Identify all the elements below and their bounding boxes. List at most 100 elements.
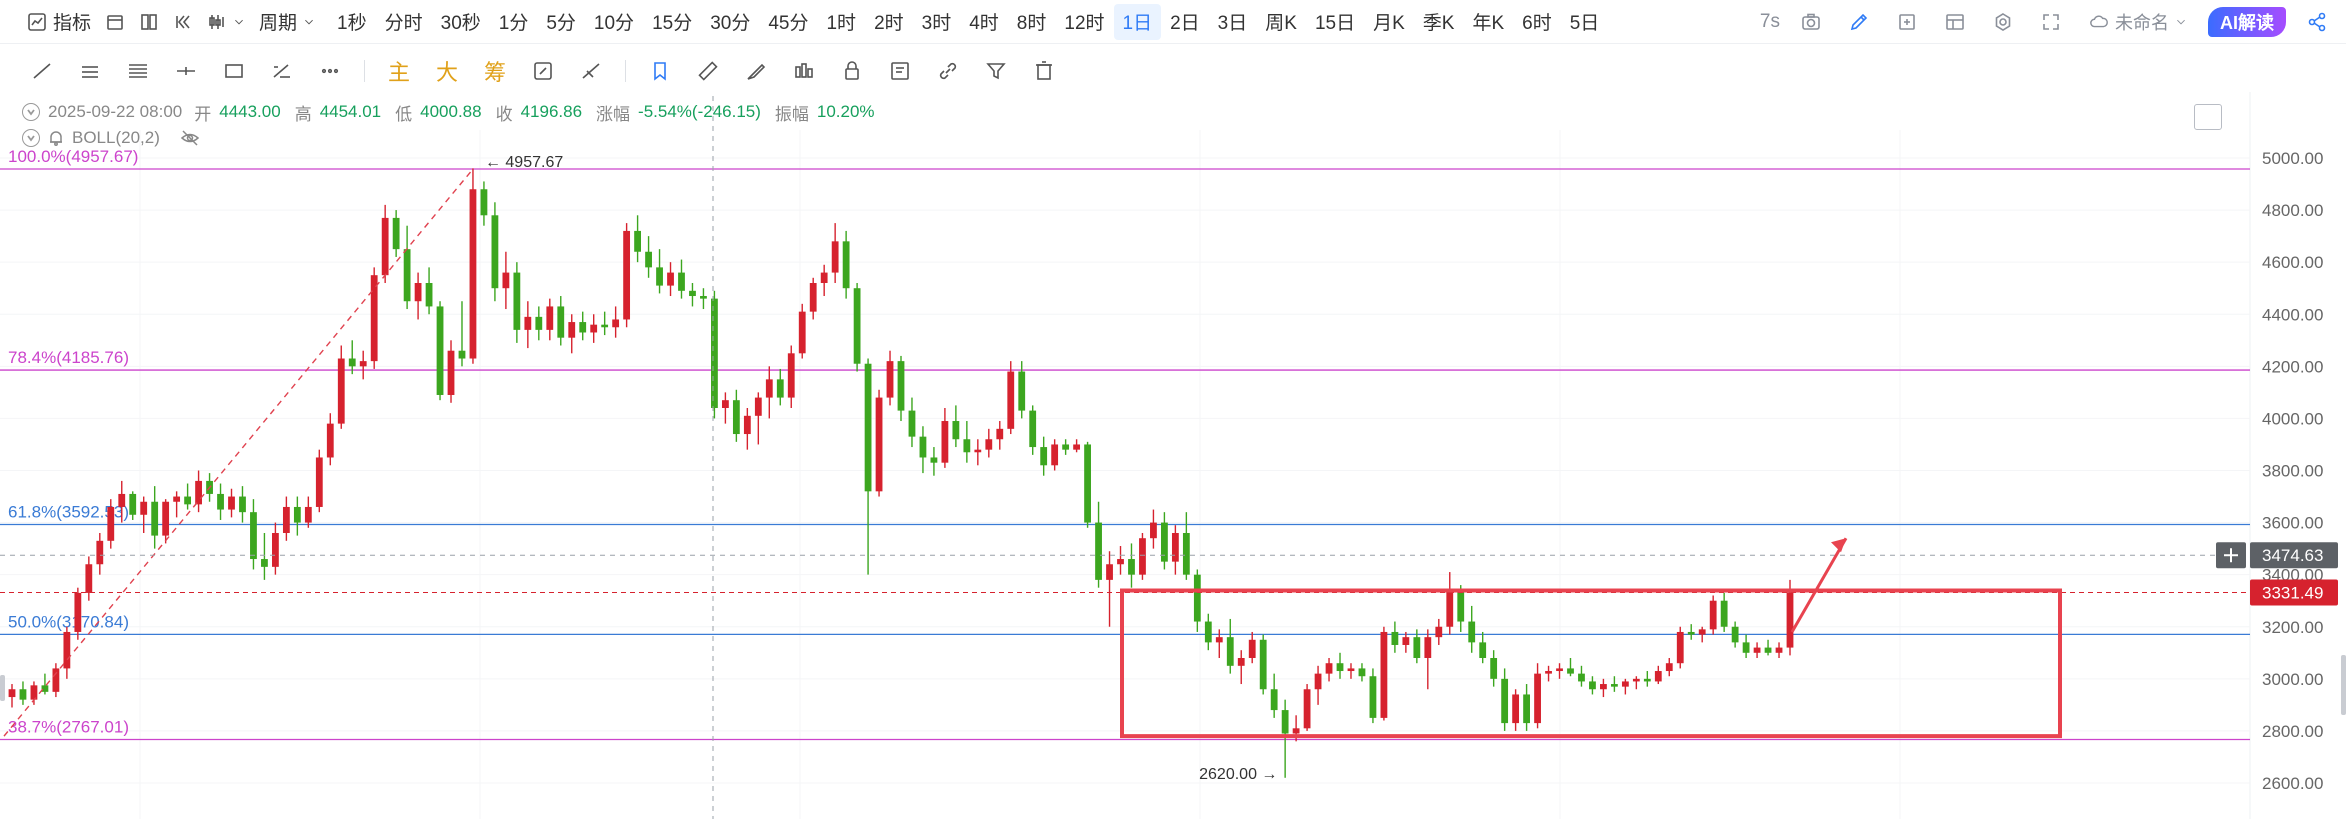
period-tab[interactable]: 6时 [1522,13,1552,34]
period-tab[interactable]: 1时 [826,13,857,34]
brush-tool[interactable] [734,53,778,89]
fib-level-label: 61.8%(3592.53) [8,503,129,522]
ruler-tool[interactable] [686,53,730,89]
period-tab[interactable]: 30分 [710,13,751,34]
y-axis-tick-label: 4200.00 [2262,357,2323,376]
measure-tool[interactable] [260,53,304,89]
candle-body [820,272,828,283]
main-chart-toggle[interactable]: 主 [387,60,410,85]
fullscreen-toggle[interactable] [2034,5,2068,39]
eraser-tool[interactable] [569,53,613,89]
note-icon [891,62,909,80]
candle-body [261,559,268,567]
draw-button[interactable] [1842,5,1876,39]
candle-body [1193,574,1201,622]
delete-tool[interactable] [1022,53,1066,89]
layout-icon [141,13,157,30]
cloud-layout-dropdown[interactable]: 未命名 [2082,5,2194,39]
left-scroll-handle[interactable] [0,675,5,701]
eye-off-icon[interactable] [180,128,200,148]
candle-body [1347,668,1355,672]
candle-body [162,501,170,536]
candle-body [1435,626,1443,638]
candle-body [1270,689,1278,711]
period-dropdown[interactable]: 周期 [252,5,322,39]
period-tab[interactable]: 8时 [1016,13,1047,34]
period-tab[interactable]: 4时 [969,13,999,34]
period-tab[interactable]: 分时 [384,13,423,34]
period-tab[interactable]: 30秒 [440,13,481,34]
layout-button[interactable] [132,5,166,39]
parallel-channel-tool[interactable] [68,53,112,89]
period-tab[interactable]: 10分 [593,13,635,34]
amplitude-value: 10.20% [816,102,875,121]
candle-body [491,215,499,289]
candle-body [557,306,565,338]
period-tab[interactable]: 3时 [921,13,952,34]
candle-body [1687,631,1695,635]
period-list: 1秒 分时 30秒 1分 5分 10分 15分 30分 45分 1时 2时 3时 4时 8时 12时 1日 2日… [328,0,1608,43]
right-scroll-handle[interactable] [2341,655,2346,715]
fib-level-label: 50.0%(3170.84) [8,612,129,631]
period-tab[interactable]: 季K [1422,13,1455,34]
bookmark-tool[interactable] [638,53,682,89]
large-order-toggle[interactable]: 大 [435,60,458,85]
trend-line-dashed [3,168,474,737]
link-tool[interactable] [926,53,970,89]
period-tab[interactable]: 15分 [652,13,693,34]
indicators-button[interactable]: 指标 [20,5,98,39]
period-tab[interactable]: 周K [1265,13,1297,34]
ai-analysis-button[interactable]: AI解读 [2208,7,2286,37]
candle-body [546,306,554,330]
settings-button[interactable] [1986,5,2020,39]
candle-body [315,457,323,507]
screenshot-button[interactable] [1794,5,1828,39]
horizontal-line-tool[interactable] [164,53,208,89]
period-tab[interactable]: 年K [1472,13,1505,34]
candle-body [1589,681,1596,690]
period-tab[interactable]: 1秒 [337,13,367,34]
rectangle-tool[interactable] [212,53,256,89]
period-tab[interactable]: 5分 [546,13,576,34]
period-tab[interactable]: 2时 [874,13,904,34]
chart-type-button[interactable] [200,5,252,39]
candle-body [765,379,773,398]
collapse-icon[interactable] [22,129,40,147]
lock-tool[interactable] [830,53,874,89]
compare-tool[interactable] [782,53,826,89]
bell-icon[interactable] [46,128,66,148]
candle-body [1512,694,1520,724]
period-tab[interactable]: 12时 [1064,13,1105,34]
filter-tool[interactable] [974,53,1018,89]
period-tab[interactable]: 15日 [1314,13,1356,34]
brush-icon [747,63,766,80]
trend-line-tool[interactable] [20,53,64,89]
collapse-icon[interactable] [22,103,40,121]
candle-body [239,496,246,513]
period-tab[interactable]: 1日 [1113,3,1162,40]
indicator-chart-icon [28,12,46,31]
period-tab[interactable]: 45分 [768,13,809,34]
candle-body [359,361,367,367]
refresh-interval[interactable]: 7s [1759,11,1780,32]
more-tools-button[interactable] [308,53,352,89]
candle-body [787,353,795,398]
note-tool[interactable] [878,53,922,89]
share-button[interactable] [2300,5,2334,39]
magnet-tool[interactable] [521,53,565,89]
add-window-button[interactable] [1890,5,1924,39]
template-button[interactable] [1938,5,1972,39]
calendar-button[interactable] [98,5,132,39]
chip-distribution-toggle[interactable]: 筹 [483,60,506,85]
period-tab[interactable]: 2日 [1170,13,1200,34]
period-tab[interactable]: 5日 [1569,13,1600,34]
chart-fullscreen-button[interactable] [2194,104,2222,130]
period-tab[interactable]: 3日 [1217,13,1248,34]
replay-button[interactable] [166,5,200,39]
open-value: 4443.00 [219,102,281,121]
period-tab[interactable]: 1分 [498,13,529,34]
candle-body [754,397,762,416]
period-tab[interactable]: 月K [1373,13,1405,34]
fib-retracement-tool[interactable] [116,53,160,89]
